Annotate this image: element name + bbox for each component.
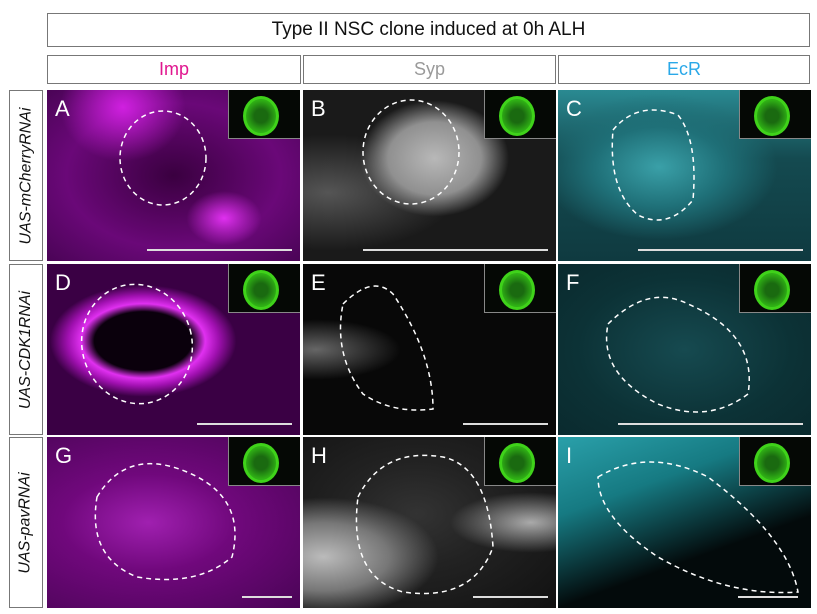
micrograph-panel-a: A (47, 90, 300, 261)
clone-outline (605, 296, 750, 413)
clone-marker-inset (739, 90, 811, 139)
clone-marker-inset (228, 90, 300, 139)
figure-title-text: Type II NSC clone induced at 0h ALH (271, 19, 586, 40)
panel-letter: F (566, 270, 580, 295)
scale-bar (738, 596, 798, 598)
scale-bar (197, 423, 292, 425)
clone-outline (597, 461, 799, 594)
scale-bar (463, 423, 548, 425)
column-header-ecr: EcR (558, 55, 810, 84)
clone-marker-inset (228, 437, 300, 486)
column-label: Syp (413, 59, 446, 79)
row-label-text: UAS-pavRNAi (17, 471, 35, 574)
micrograph-panel-b: B (303, 90, 556, 261)
micrograph-panel-f: F (558, 264, 811, 435)
row-label-text: UAS-CDK1RNAi (17, 290, 34, 409)
clone-marker-inset (484, 90, 556, 139)
scale-bar (147, 249, 292, 251)
panel-letter: G (55, 443, 73, 468)
row-label-text: UAS-mCherryRNAi (17, 107, 34, 244)
panel-letter: I (566, 443, 573, 468)
clone-marker-inset (228, 264, 300, 313)
panel-letter: H (311, 443, 327, 468)
figure-title: Type II NSC clone induced at 0h ALH (47, 13, 810, 47)
micrograph-panel-i: I (558, 437, 811, 608)
clone-marker-inset (484, 264, 556, 313)
clone-outline (119, 110, 207, 206)
row-label-mcherry: UAS-mCherryRNAi (9, 90, 43, 261)
panel-letter: E (311, 270, 326, 295)
column-header-imp: Imp (47, 55, 301, 84)
clone-outline (94, 462, 236, 581)
micrograph-panel-h: H (303, 437, 556, 608)
micrograph-panel-c: C (558, 90, 811, 261)
micrograph-panel-d: D (47, 264, 300, 435)
clone-outline (362, 99, 460, 205)
clone-outline (80, 283, 194, 405)
panel-letter: C (566, 96, 582, 121)
scale-bar (242, 596, 292, 598)
column-label: EcR (666, 59, 701, 79)
scale-bar (618, 423, 803, 425)
clone-outline (339, 285, 434, 411)
clone-marker-inset (484, 437, 556, 486)
scale-bar (473, 596, 548, 598)
micrograph-panel-g: G (47, 437, 300, 608)
row-label-pav: UAS-pavRNAi (9, 437, 43, 608)
scale-bar (638, 249, 803, 251)
micrograph-panel-e: E (303, 264, 556, 435)
column-header-syp: Syp (303, 55, 556, 84)
scale-bar (363, 249, 548, 251)
panel-letter: D (55, 270, 71, 295)
panel-letter: A (55, 96, 70, 121)
clone-marker-inset (739, 264, 811, 313)
column-label: Imp (158, 59, 189, 79)
row-label-cdk1: UAS-CDK1RNAi (9, 264, 43, 435)
clone-marker-inset (739, 437, 811, 486)
panel-letter: B (311, 96, 326, 121)
